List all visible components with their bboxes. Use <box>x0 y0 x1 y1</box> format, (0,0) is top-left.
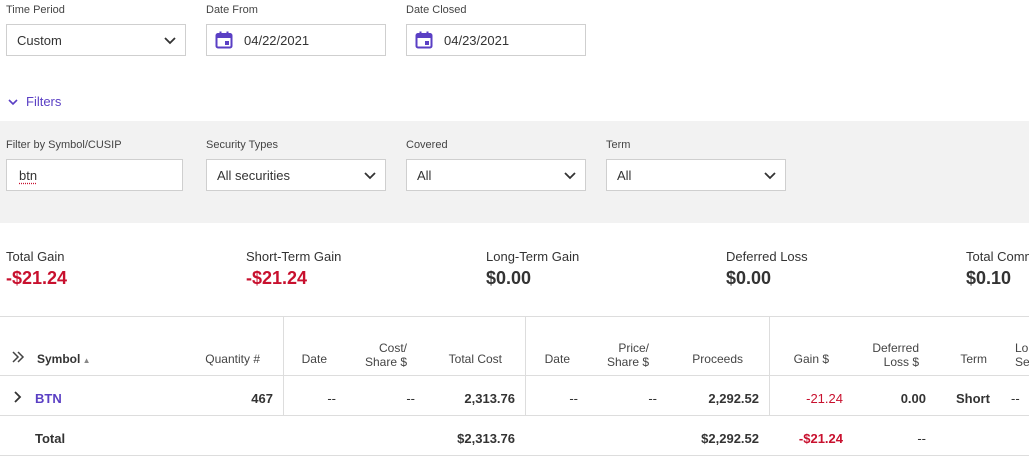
chevron-down-icon <box>564 172 576 180</box>
long-term-gain-label: Long-Term Gain <box>486 249 580 264</box>
cost-share-header-line2: Share $ <box>364 355 407 369</box>
row-divider <box>0 415 1029 416</box>
long-term-gain-value: $0.00 <box>486 268 532 288</box>
price-share-header-line2: Share $ <box>606 355 649 369</box>
security-types-value: All securities <box>217 167 290 183</box>
covered-select[interactable]: All <box>406 159 586 191</box>
security-types-select[interactable]: All securities <box>206 159 386 191</box>
deferred-loss-cell: 0.00 <box>900 391 926 406</box>
proceeds-cell: 2,292.52 <box>708 391 759 406</box>
covered-label: Covered <box>406 139 448 151</box>
deferred-loss-header-line2: Loss $ <box>883 355 919 369</box>
gain-cell: -21.24 <box>806 391 843 406</box>
time-period-value: Custom <box>17 32 62 48</box>
term-cell: Short <box>956 391 990 406</box>
total-gain-label: Total Gain <box>6 249 65 264</box>
date-from-field[interactable]: 04/22/2021 <box>206 24 386 56</box>
chevron-down-icon <box>364 172 376 180</box>
quantity-column-header[interactable]: Quantity # <box>205 352 260 366</box>
total-cost-cell: 2,313.76 <box>464 391 515 406</box>
deferred-loss-label: Deferred Loss <box>726 249 808 264</box>
term-filter-select[interactable]: All <box>606 159 786 191</box>
term-column-header[interactable]: Term <box>960 352 987 366</box>
security-types-label: Security Types <box>206 139 278 151</box>
deferred-loss-sum: -- <box>917 431 926 446</box>
chevron-down-icon <box>8 98 18 105</box>
date-close-column-header[interactable]: Date <box>544 352 570 366</box>
time-period-select[interactable]: Custom <box>6 24 186 56</box>
date-closed-label: Date Closed <box>406 4 467 16</box>
date-closed-field[interactable]: 04/23/2021 <box>406 24 586 56</box>
short-term-gain-value: -$21.24 <box>246 268 308 288</box>
calendar-icon[interactable] <box>415 31 433 49</box>
date-open-column-header[interactable]: Date <box>301 352 327 366</box>
deferred-loss-value: $0.00 <box>726 268 772 288</box>
price-share-cell: -- <box>648 391 657 406</box>
lo-column-header[interactable]: Lo Se <box>1015 341 1029 369</box>
symbol-header-label: Symbol <box>37 352 81 366</box>
date-closed-value: 04/23/2021 <box>444 32 510 48</box>
chevron-down-icon <box>764 172 776 180</box>
symbol-link[interactable]: BTN <box>35 391 62 406</box>
total-commission-label: Total Comm <box>966 249 1029 264</box>
filters-toggle[interactable]: Filters <box>8 94 61 109</box>
deferred-loss-header-line1: Deferred <box>872 341 919 355</box>
cost-share-cell: -- <box>406 391 415 406</box>
total-gain-value: -$21.24 <box>6 268 68 288</box>
date-from-label: Date From <box>206 4 258 16</box>
date-close-cell: -- <box>569 391 578 406</box>
short-term-gain-label: Short-Term Gain <box>246 249 342 264</box>
covered-value: All <box>417 167 432 183</box>
price-share-header-line1: Price/ <box>618 341 649 355</box>
date-open-cell: -- <box>327 391 336 406</box>
table-bottom-border <box>0 455 1029 456</box>
deferred-loss-column-header[interactable]: Deferred Loss $ <box>840 341 919 369</box>
total-row-label: Total <box>35 431 66 446</box>
calendar-icon[interactable] <box>215 31 233 49</box>
time-period-label: Time Period <box>6 4 65 16</box>
symbol-filter-label: Filter by Symbol/CUSIP <box>6 139 122 151</box>
symbol-column-header[interactable]: Symbol ▲ <box>37 352 90 368</box>
chevron-right-icon[interactable] <box>11 390 25 404</box>
date-from-value: 04/22/2021 <box>244 32 310 48</box>
lo-cell: -- <box>1011 391 1020 406</box>
expand-all-icon[interactable] <box>11 350 25 364</box>
table-top-border <box>0 316 1029 317</box>
price-share-column-header[interactable]: Price/ Share $ <box>580 341 649 369</box>
term-filter-value: All <box>617 167 632 183</box>
gain-sum: -$21.24 <box>798 431 843 446</box>
column-divider <box>525 316 526 415</box>
total-commission-value: $0.10 <box>966 268 1012 288</box>
symbol-filter-input[interactable]: btn <box>6 159 183 191</box>
lo-header-line2: Se <box>1015 355 1029 369</box>
total-cost-column-header[interactable]: Total Cost <box>448 352 502 366</box>
cost-share-column-header[interactable]: Cost/ Share $ <box>340 341 407 369</box>
cost-share-header-line1: Cost/ <box>378 341 407 355</box>
proceeds-sum: $2,292.52 <box>701 431 759 446</box>
chevron-down-icon <box>164 37 176 45</box>
sort-ascending-icon: ▲ <box>80 356 91 365</box>
lo-header-line1: Lo <box>1015 341 1029 355</box>
gain-column-header[interactable]: Gain $ <box>793 352 829 366</box>
quantity-cell: 467 <box>251 391 273 406</box>
filters-toggle-label: Filters <box>26 94 62 109</box>
proceeds-column-header[interactable]: Proceeds <box>692 352 743 366</box>
total-cost-sum: $2,313.76 <box>457 431 515 446</box>
column-divider <box>769 316 770 415</box>
term-filter-label: Term <box>606 139 631 151</box>
header-divider <box>0 375 1029 376</box>
column-divider <box>283 316 284 415</box>
symbol-filter-value: btn <box>19 167 38 183</box>
